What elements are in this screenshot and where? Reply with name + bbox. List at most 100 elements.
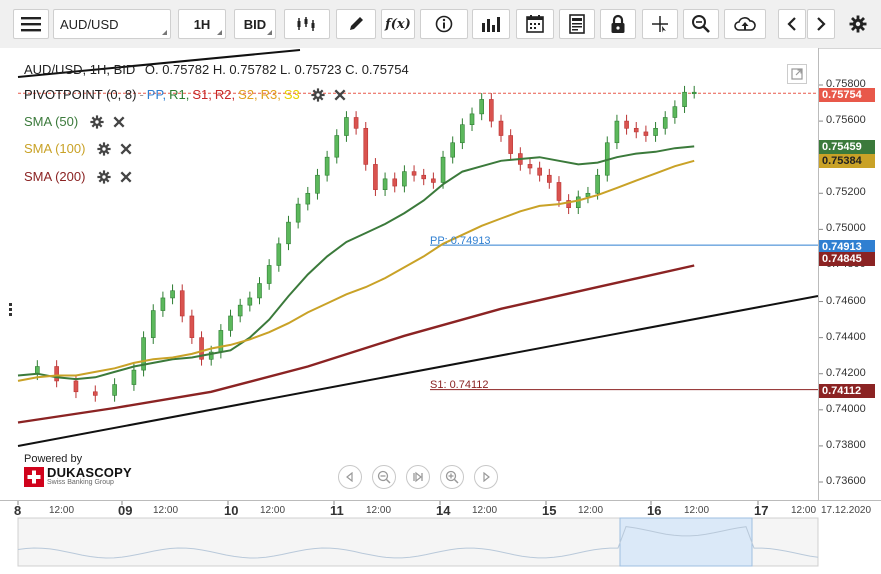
y-tick-label: 0.73600 (826, 475, 866, 487)
candle-body (334, 135, 340, 158)
sma50-line (17, 145, 695, 381)
close-icon[interactable] (112, 115, 126, 129)
info-icon (435, 15, 453, 33)
pp-price-tag: 0.74913 (819, 240, 875, 254)
sma200-price-tag: 0.74845 (819, 252, 875, 266)
candle-body (508, 135, 513, 154)
triangle-left-icon (346, 472, 353, 482)
pivot-part-label: S2, (238, 87, 258, 102)
candle-body (92, 391, 98, 396)
reset-icon (413, 471, 423, 483)
scroll-left-button[interactable] (778, 9, 806, 39)
pp-level-label: PP: 0.74913 (430, 235, 491, 247)
candle-body (402, 171, 407, 187)
gear-icon[interactable] (90, 114, 104, 129)
lock-button[interactable] (600, 9, 636, 39)
candle-body (247, 297, 253, 306)
candle-body (672, 106, 678, 118)
candle-body (662, 117, 668, 129)
candle-body (585, 192, 591, 198)
cloud-upload-icon (734, 17, 756, 31)
candle-body (633, 128, 639, 133)
menu-button[interactable] (13, 9, 49, 39)
candle-body (286, 221, 291, 245)
candle-body (54, 366, 59, 382)
volume-button[interactable] (472, 9, 510, 39)
close-icon[interactable] (119, 170, 133, 184)
indicators-button[interactable]: f(x) (381, 9, 415, 39)
close-icon[interactable] (119, 142, 133, 156)
chart-toolbar: AUD/USD 1H BID f(x) (0, 0, 881, 49)
scroll-forward-button[interactable] (474, 465, 498, 489)
candlestick-icon (297, 17, 315, 31)
x-hour-label: 12:00 (472, 505, 498, 516)
y-tick-label: 0.74200 (826, 366, 866, 379)
zoom-button[interactable] (683, 9, 719, 39)
candle-body (189, 315, 195, 338)
candle-body (382, 178, 388, 190)
pivot-legend-name: PIVOTPOINT (0, 8) (24, 87, 137, 102)
zoom-out-button[interactable] (372, 465, 396, 489)
period-select[interactable]: 1H (178, 9, 226, 39)
zoom-in-button[interactable] (440, 465, 464, 489)
x-day-label: 17 (754, 503, 769, 518)
draw-button[interactable] (336, 9, 376, 39)
y-tick-label: 0.74400 (826, 330, 866, 343)
candle-body (112, 384, 117, 396)
report-button[interactable] (559, 9, 595, 39)
expand-icon[interactable] (787, 64, 807, 84)
crosshair-button[interactable] (642, 9, 678, 39)
s1-price-tag: 0.74112 (819, 384, 875, 398)
candle-body (566, 200, 571, 209)
settings-button[interactable] (843, 9, 873, 39)
candle-body (373, 164, 378, 190)
x-day-label: 10 (224, 503, 239, 518)
pivot-part-label: PP, (146, 87, 167, 102)
scroll-right-button[interactable] (807, 9, 835, 39)
gear-icon[interactable] (311, 87, 325, 102)
candle-body (527, 164, 533, 169)
ohlc-values: O. 0.75782 H. 0.75782 L. 0.75723 C. 0.75… (144, 62, 409, 77)
candle-body (324, 156, 330, 176)
y-tick-label: 0.75000 (826, 222, 866, 235)
magnifier-icon (692, 15, 710, 33)
navigator-selection (619, 517, 753, 567)
calendar-button[interactable] (516, 9, 554, 39)
panel-resize-handle[interactable] (9, 303, 13, 321)
candle-body (479, 99, 484, 115)
candle-body (131, 369, 137, 385)
candle-body (150, 310, 156, 338)
candle-body (411, 171, 417, 176)
last-price-tag: 0.75754 (819, 88, 875, 102)
gear-icon[interactable] (97, 141, 112, 156)
gear-icon[interactable] (97, 169, 112, 184)
chart-type-button[interactable] (284, 9, 330, 39)
info-button[interactable] (420, 9, 468, 39)
dropdown-corner-icon (162, 30, 167, 35)
swiss-cross-logo (24, 466, 44, 487)
x-day-label: 14 (436, 503, 451, 518)
candle-body (257, 283, 262, 299)
candle-body (353, 117, 359, 129)
pivot-separator: - (139, 87, 144, 102)
y-tick-label: 0.73800 (826, 438, 866, 451)
side-select[interactable]: BID (234, 9, 276, 39)
sma200-line (17, 264, 695, 424)
close-icon[interactable] (333, 88, 347, 102)
instrument-select[interactable]: AUD/USD (53, 9, 171, 39)
ohlc-readout: AUD/USD, 1H, BID O. 0.75782 H. 0.75782 L… (24, 62, 409, 77)
scroll-back-button[interactable] (338, 465, 362, 489)
candle-body (643, 131, 649, 136)
x-hour-label: 12:00 (49, 505, 75, 516)
chevron-left-icon (787, 17, 796, 31)
candle-body (266, 265, 272, 284)
candle-body (218, 330, 224, 353)
upload-button[interactable] (724, 9, 766, 39)
hamburger-icon (21, 17, 41, 32)
candle-body (421, 174, 427, 180)
bar-chart-icon (482, 17, 500, 32)
candle-body (431, 178, 436, 183)
reset-zoom-button[interactable] (406, 465, 430, 489)
dropdown-corner-icon (267, 30, 272, 35)
